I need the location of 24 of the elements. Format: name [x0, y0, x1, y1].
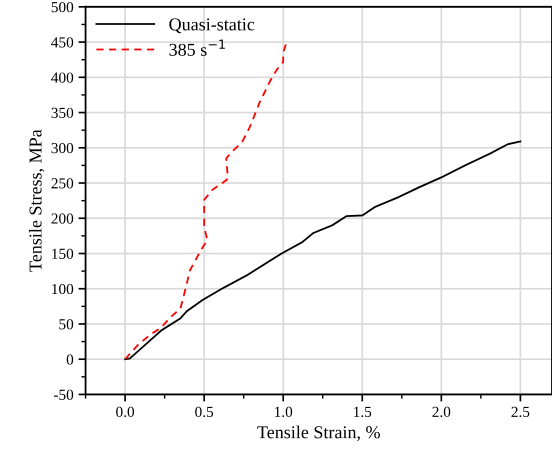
y-tick-label: 250 [52, 178, 74, 188]
y-tick-label: 0 [66, 354, 74, 365]
y-tick-label: 450 [51, 37, 74, 48]
y-tick-label: 100 [52, 284, 74, 294]
x-tick-label: 2.5 [512, 406, 530, 418]
y-tick-label: 350 [52, 108, 74, 118]
y-tick-label: 500 [52, 2, 74, 12]
x-tick-label: 0.5 [195, 406, 214, 418]
y-tick-label: -50 [54, 390, 74, 400]
y-tick-label: 300 [52, 142, 74, 154]
y-tick-label: 150 [52, 248, 74, 259]
line-series [124, 140, 522, 360]
y-axis-title: Tensile Stress, MPa [28, 130, 44, 272]
x-tick-label: 1.5 [354, 406, 372, 418]
legend-label: 385 s$^{−1}$ [169, 40, 225, 56]
x-tick-label: 1.0 [275, 406, 292, 418]
y-tick-label: 50 [59, 319, 74, 330]
y-tick-label: 200 [52, 213, 74, 224]
line-series [124, 42, 288, 360]
x-axis-title: Tensile Strain, % [257, 426, 380, 441]
legend-label: Quasi-static [169, 18, 254, 34]
y-tick-label: 400 [51, 72, 74, 83]
x-tick-label: 0.0 [116, 406, 134, 418]
x-tick-label: 2.0 [432, 406, 450, 418]
